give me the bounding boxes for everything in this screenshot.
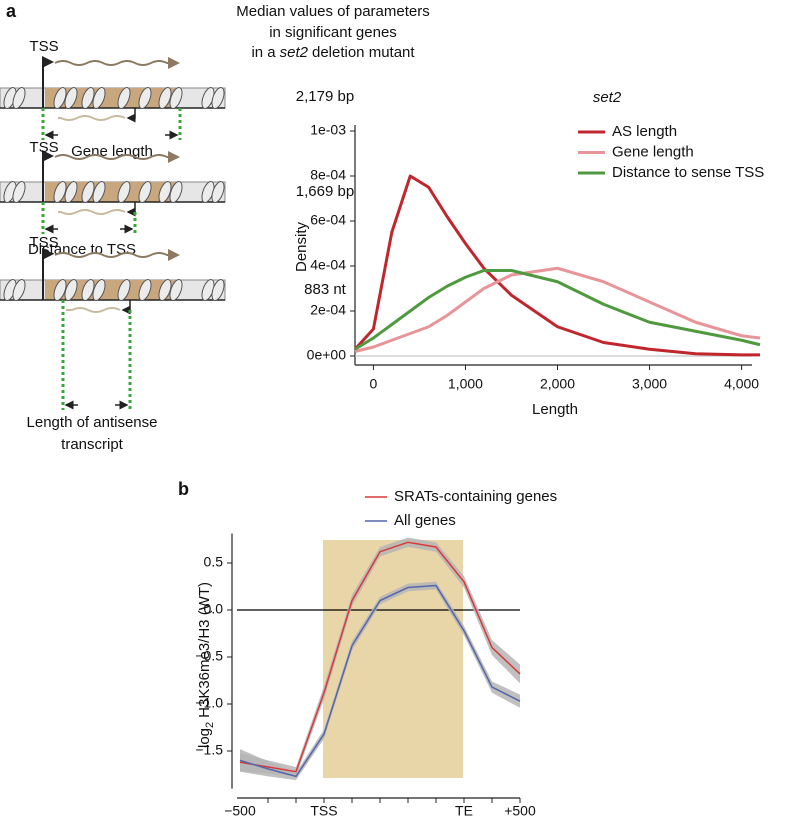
- x-tick-label: 2,000: [540, 376, 575, 392]
- y-tick-label: 0e+00: [307, 347, 347, 363]
- x-tick-label: 1,000: [448, 376, 483, 392]
- y-tick-label: 1e-03: [310, 122, 346, 138]
- panel-label: b: [178, 479, 189, 499]
- title-part: in a: [251, 44, 276, 61]
- y-tick-label: −1.0: [195, 695, 223, 711]
- row-label: Distance to TSS: [28, 241, 136, 258]
- label-part: H3K36me3/H3 (WT): [196, 582, 213, 718]
- median-value: 1,669 bp: [296, 183, 354, 200]
- y-tick-label: 0.5: [204, 554, 224, 570]
- y-tick-label: 6e-04: [310, 212, 346, 228]
- median-value: 2,179 bp: [296, 88, 354, 105]
- x-tick-label: TE: [455, 803, 473, 818]
- legend-label: Gene length: [612, 143, 694, 160]
- series-line: [239, 541, 521, 773]
- y-tick-label: −1.5: [195, 742, 223, 758]
- y-tick-label: 0.0: [204, 601, 224, 617]
- x-tick-label: −500: [224, 803, 256, 818]
- tss-label: TSS: [29, 234, 58, 251]
- tss-label: TSS: [29, 139, 58, 156]
- y-axis-label: Density: [293, 221, 310, 272]
- y-tick-label: 4e-04: [310, 257, 346, 273]
- tss-label: TSS: [29, 38, 58, 55]
- table-title: Median values of parameters: [236, 3, 429, 20]
- x-tick-label: 3,000: [632, 376, 667, 392]
- legend-label: Distance to sense TSS: [612, 164, 764, 181]
- y-tick-label: −0.5: [195, 648, 223, 664]
- label-part: log: [196, 728, 213, 748]
- y-tick-label: 2e-04: [310, 302, 346, 318]
- series-line: [239, 584, 521, 778]
- title-part: set2: [280, 44, 309, 61]
- legend-label: All genes: [394, 512, 456, 529]
- x-tick-label: TSS: [310, 803, 337, 818]
- y-axis-label: log2 H3K36me3/H3 (WT): [196, 582, 216, 748]
- chart-title: set2: [593, 89, 622, 106]
- x-tick-label: 0: [370, 376, 378, 392]
- legend-label: SRATs-containing genes: [394, 488, 557, 505]
- y-tick-label: 8e-04: [310, 167, 346, 183]
- label-part: 2: [204, 722, 216, 728]
- median-value: 883 nt: [304, 281, 347, 298]
- table-title: in a set2 deletion mutant: [251, 44, 415, 61]
- series-line: [354, 269, 761, 351]
- x-tick-label: 4,000: [724, 376, 759, 392]
- gene-diagram: [0, 155, 226, 234]
- x-axis-label: Length: [532, 401, 578, 418]
- title-part: deletion mutant: [312, 44, 415, 61]
- gene-diagram: [0, 61, 226, 140]
- gene-diagram: [0, 253, 226, 410]
- table-title: in significant genes: [269, 24, 397, 41]
- legend-label: AS length: [612, 123, 677, 140]
- row-label: transcript: [61, 436, 124, 453]
- series-line: [354, 266, 761, 353]
- series-line: [353, 174, 760, 357]
- x-tick-label: +500: [504, 803, 536, 818]
- panel-label: a: [6, 1, 17, 21]
- row-label: Length of antisense: [27, 414, 158, 431]
- gene-body-highlight: [323, 540, 463, 778]
